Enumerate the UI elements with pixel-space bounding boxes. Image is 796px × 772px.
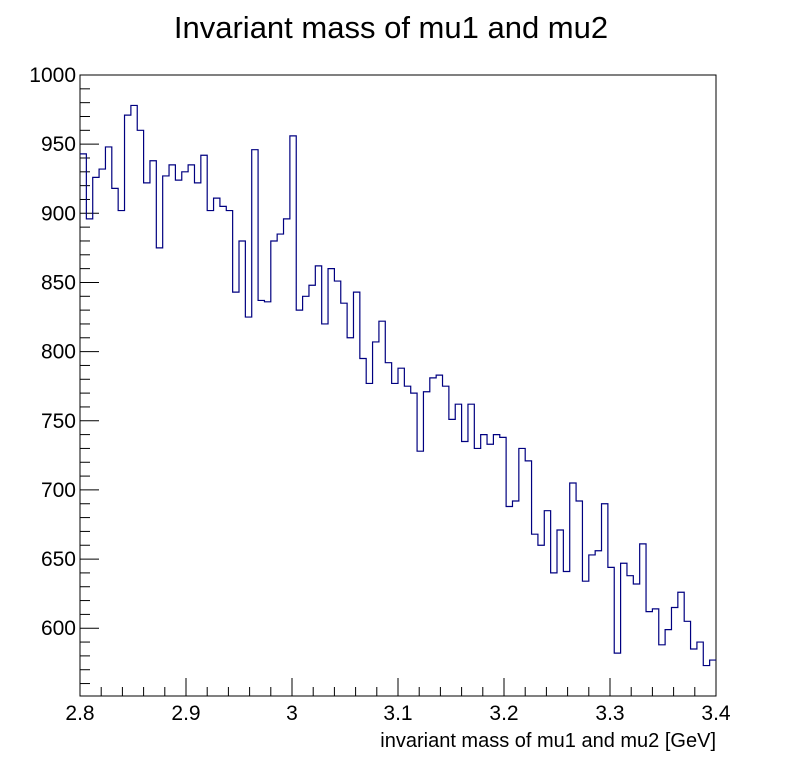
x-tick-label: 2.9 — [171, 702, 200, 725]
x-tick-label: 3.3 — [595, 702, 624, 725]
x-axis-title: invariant mass of mu1 and mu2 [GeV] — [380, 730, 716, 752]
x-tick-label: 3 — [286, 702, 298, 725]
x-tick-label: 3.1 — [383, 702, 412, 725]
x-tick-label: 2.8 — [65, 702, 94, 725]
y-tick-label: 950 — [41, 133, 76, 156]
y-tick-label: 1000 — [29, 64, 76, 87]
histogram-line — [80, 104, 716, 667]
plot-area: 2.8 2.9 3 3.1 3.2 3.3 3.4 600 650 700 750 800 850 900… — [29, 64, 731, 725]
x-tick-label: 3.4 — [701, 702, 731, 725]
y-tick-label: 700 — [41, 479, 76, 502]
y-tick-label: 850 — [41, 271, 76, 294]
chart-title: Invariant mass of mu1 and mu2 — [174, 10, 608, 45]
y-tick-label: 750 — [41, 410, 76, 433]
y-tick-label: 800 — [41, 341, 76, 364]
y-tick-label: 900 — [41, 202, 76, 225]
y-tick-label: 650 — [41, 548, 76, 571]
x-tick-label: 3.2 — [489, 702, 518, 725]
y-tick-label: 600 — [41, 617, 76, 640]
